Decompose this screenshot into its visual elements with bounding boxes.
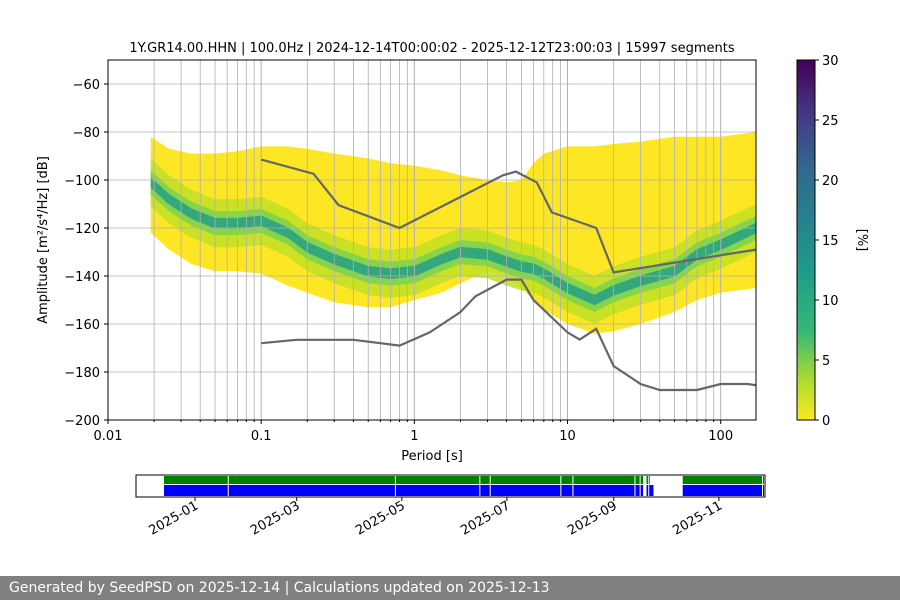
y-tick-label: −60 <box>73 78 100 93</box>
x-tick-label: 10 <box>559 429 576 444</box>
colorbar-tick-label: 25 <box>822 114 839 129</box>
timeline-gap <box>227 476 229 496</box>
y-axis-label: Amplitude [m²/s⁴/Hz] [dB] <box>36 156 51 324</box>
y-tick-label: −160 <box>64 318 100 333</box>
timeline-gap <box>560 476 562 496</box>
timeline-gap <box>394 476 396 496</box>
x-ticks: 0.01 0.1 1 10 100 <box>94 420 733 444</box>
timeline-gap <box>761 476 763 496</box>
density-band <box>150 132 756 334</box>
timeline-tick-label: 2025-03 <box>248 498 303 538</box>
y-tick-label: −180 <box>64 366 100 381</box>
y-tick-label: −80 <box>73 126 100 141</box>
x-axis-label: Period [s] <box>401 449 463 464</box>
timeline-segment <box>682 476 764 484</box>
timeline-segment <box>646 485 654 496</box>
timeline-gap <box>639 476 641 496</box>
high-noise-model-line <box>260 158 756 274</box>
density-outer <box>150 158 756 324</box>
timeline-gap <box>572 476 574 496</box>
timeline-segment <box>164 485 644 496</box>
colorbar-tick-label: 30 <box>822 54 839 69</box>
psd-plot-area: 0.01 0.1 1 10 100 −200 −180 −160 −140 −120 −100 −8… <box>64 59 757 444</box>
colorbar-ticks: 0 5 10 15 20 25 30 <box>815 54 839 429</box>
colorbar-tick-label: 0 <box>822 414 830 429</box>
timeline-gap <box>479 476 481 496</box>
timeline-gap <box>648 476 650 496</box>
noise-model-curves <box>260 158 756 392</box>
y-tick-label: −200 <box>64 414 100 429</box>
timeline-gap <box>489 476 491 496</box>
colorbar-tick-label: 5 <box>822 354 830 369</box>
x-tick-label: 100 <box>708 429 733 444</box>
timeline-segment <box>164 476 644 484</box>
footer-bar: Generated by SeedPSD on 2025-12-14 | Cal… <box>0 576 900 600</box>
timeline-tick-label: 2025-09 <box>565 498 620 538</box>
colorbar-gradient <box>796 59 816 421</box>
colorbar-tick-label: 20 <box>822 174 839 189</box>
timeline-segment <box>682 485 764 496</box>
timeline-tick-label: 2025-07 <box>458 498 513 538</box>
y-ticks: −200 −180 −160 −140 −120 −100 −80 −60 <box>64 78 108 429</box>
timeline-tick-label: 2025-05 <box>353 498 408 538</box>
x-tick-label: 1 <box>410 429 418 444</box>
low-noise-model-line <box>261 278 756 392</box>
y-tick-label: −140 <box>64 270 100 285</box>
colorbar: 0 5 10 15 20 25 30 [%] <box>796 54 869 429</box>
timeline-tick-label: 2025-11 <box>670 498 725 538</box>
colorbar-tick-label: 10 <box>822 294 839 309</box>
timeline-bars <box>164 476 764 496</box>
data-availability-timeline: 2025-01 2025-03 2025-05 2025-07 2025-09 2025-… <box>135 474 766 539</box>
timeline-tick-label: 2025-01 <box>146 498 201 538</box>
colorbar-label: [%] <box>854 229 869 252</box>
plot-frame <box>107 59 757 421</box>
x-tick-label: 0.01 <box>94 429 123 444</box>
x-tick-label: 0.1 <box>251 429 272 444</box>
chart-title: 1Y.GR14.00.HHN | 100.0Hz | 2024-12-14T00… <box>129 41 734 56</box>
timeline-ticks: 2025-01 2025-03 2025-05 2025-07 2025-09 2025-… <box>146 497 725 539</box>
y-tick-label: −120 <box>64 222 100 237</box>
grid-lines <box>107 60 756 420</box>
colorbar-tick-label: 15 <box>822 234 839 249</box>
y-tick-label: −100 <box>64 174 100 189</box>
timeline-gap <box>634 476 636 496</box>
